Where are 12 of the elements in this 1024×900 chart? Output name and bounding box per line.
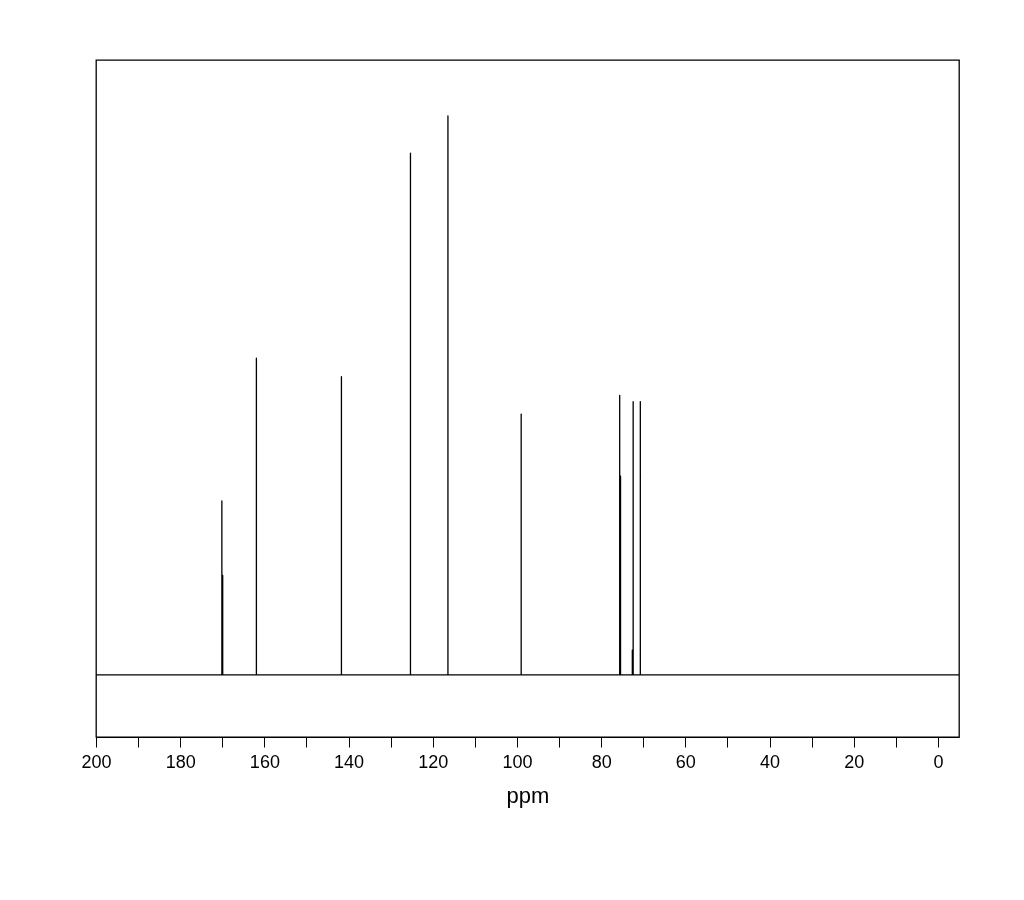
- x-tick-label: 0: [933, 751, 944, 772]
- x-tick-label: 160: [249, 751, 280, 772]
- x-tick-label: 20: [844, 751, 865, 772]
- x-tick-label: 120: [418, 751, 449, 772]
- x-tick-label: 80: [591, 751, 612, 772]
- x-tick-label: 140: [334, 751, 365, 772]
- x-tick-label: 200: [81, 751, 112, 772]
- x-tick-label: 40: [760, 751, 781, 772]
- x-axis-title: ppm: [506, 782, 550, 808]
- x-tick-label: 60: [675, 751, 696, 772]
- x-tick-label: 100: [502, 751, 533, 772]
- x-tick-label: 180: [165, 751, 196, 772]
